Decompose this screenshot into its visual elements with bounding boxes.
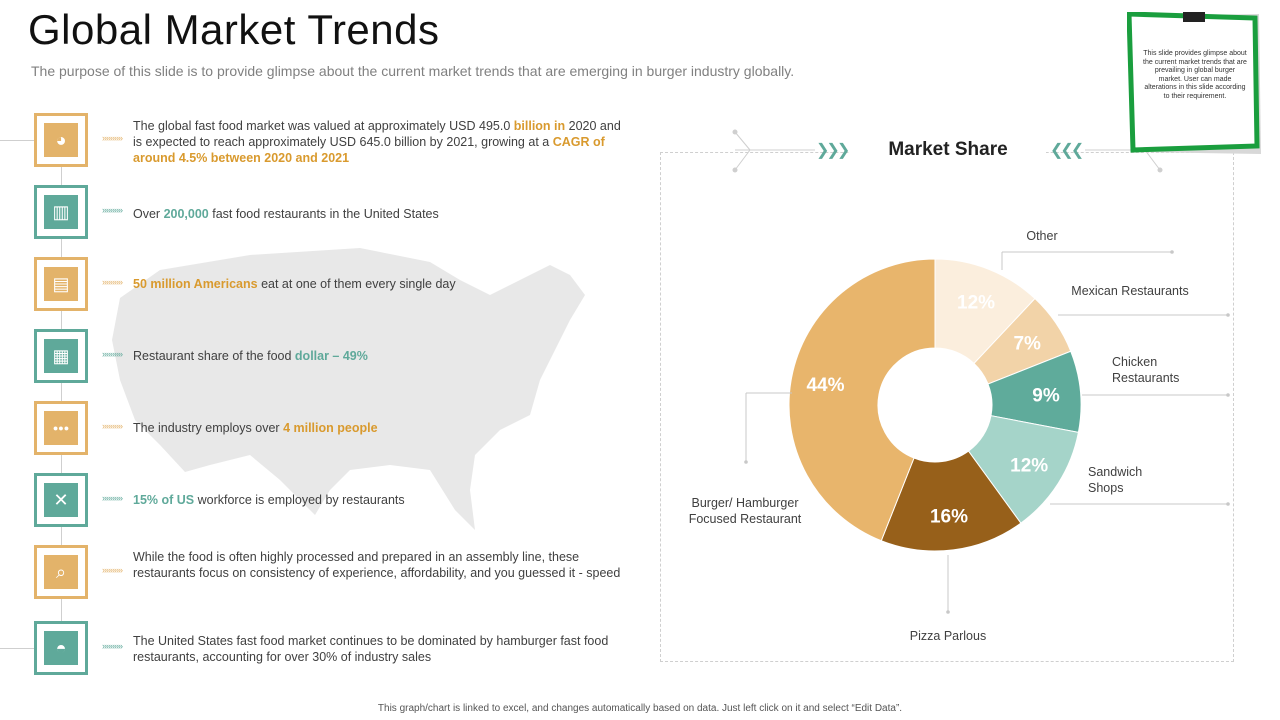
fact-highlight: 200,000 xyxy=(163,207,209,221)
chevrons-icon: »»»»» xyxy=(102,421,123,431)
fact-icon-frame: ●●● xyxy=(34,401,88,455)
slice-value-label: 9% xyxy=(1032,386,1060,407)
category-label: Pizza Parlous xyxy=(910,629,986,643)
slice-value-label: 7% xyxy=(1013,333,1041,354)
fact-icon-frame: ▦ xyxy=(34,329,88,383)
page-title: Global Market Trends xyxy=(28,6,440,53)
fact-highlight: CAGR of around 4.5% between 2020 and 202… xyxy=(133,135,605,165)
fact-item: ●●● »»»»» The industry employs over 4 mill… xyxy=(34,401,634,457)
slice-value-label: 12% xyxy=(1010,456,1048,477)
category-label: Restaurants xyxy=(1112,371,1179,385)
chevrons-icon: »»»»» xyxy=(102,493,123,503)
category-label: Chicken xyxy=(1112,355,1157,369)
restaurant-building-icon: ▥ xyxy=(44,195,78,229)
leader-dot xyxy=(1226,313,1230,317)
calendar-burger-icon: ▤ xyxy=(44,267,78,301)
burger-drink-icon: ◓ xyxy=(44,631,78,665)
fact-highlight: 4 million people xyxy=(283,421,378,435)
category-label: Focused Restaurant xyxy=(689,512,802,526)
search-food-icon: ⌕ xyxy=(44,555,78,589)
fact-highlight: 50 million Americans xyxy=(133,277,258,291)
workforce-icon: ✕ xyxy=(44,483,78,517)
fact-item: ◕ »»»»» The global fast food market was va… xyxy=(34,113,634,169)
fact-text-part: Over xyxy=(133,207,164,221)
fact-icon-frame: ⌕ xyxy=(34,545,88,599)
chevrons-left-icon: ❮❮❮ xyxy=(1050,142,1084,159)
slice-value-label: 16% xyxy=(930,507,968,528)
fact-text: While the food is often highly processed… xyxy=(133,549,623,581)
fact-text: 15% of US workforce is employed by resta… xyxy=(133,492,623,508)
fact-text: Restaurant share of the food dollar – 49… xyxy=(133,348,623,364)
fact-text-part: The industry employs over xyxy=(133,421,284,435)
chevrons-icon: »»»»» xyxy=(102,205,123,215)
leader-dot xyxy=(1170,250,1174,254)
timeline-line xyxy=(61,140,62,650)
leader-dot xyxy=(744,460,748,464)
note-text: This slide provides glimpse about the cu… xyxy=(1143,50,1247,100)
fact-item: ▦ »»»»» Restaurant share of the food dolla… xyxy=(34,329,634,385)
chevrons-icon: »»»»» xyxy=(102,349,123,359)
footer-note: This graph/chart is linked to excel, and… xyxy=(377,703,903,714)
fact-text: The United States fast food market conti… xyxy=(133,633,623,665)
people-group-icon: ●●● xyxy=(44,411,78,445)
fact-highlight: dollar – 49% xyxy=(294,349,368,363)
fact-item: ▤ »»»»» 50 million Americans eat at one of… xyxy=(34,257,634,313)
category-label: Mexican Restaurants xyxy=(1071,284,1188,298)
chevrons-icon: »»»»» xyxy=(102,565,123,575)
fact-text: 50 million Americans eat at one of them … xyxy=(133,276,623,292)
leader-dot xyxy=(1226,502,1230,506)
pie-slice xyxy=(880,450,1022,552)
fact-text-part: fast food restaurants in the United Stat… xyxy=(208,207,439,221)
fact-icon-frame: ✕ xyxy=(34,473,88,527)
fact-item: ⌕ »»»»» While the food is often highly pro… xyxy=(34,545,634,601)
fact-item: ▥ »»»»» Over 200,000 fast food restaurants… xyxy=(34,185,634,241)
fact-text-part: The global fast food market was valued a… xyxy=(133,119,514,133)
category-label: Burger/ Hamburger xyxy=(692,496,799,510)
category-label: Sandwich xyxy=(1088,465,1142,479)
fact-icon-frame: ▤ xyxy=(34,257,88,311)
timeline-stub xyxy=(0,140,34,141)
fact-text-part: While the food is often highly processed… xyxy=(133,550,621,580)
fact-text-part: eat at one of them every single day xyxy=(257,277,456,291)
fact-icon-frame: ◕ xyxy=(34,113,88,167)
fact-text-part: Restaurant share of the food xyxy=(133,349,295,363)
pie-slice xyxy=(788,258,936,542)
leader-dot xyxy=(946,610,950,614)
slice-value-label: 12% xyxy=(957,292,995,313)
fact-text-part: The United States fast food market conti… xyxy=(133,634,609,664)
chevrons-icon: »»»»» xyxy=(102,277,123,287)
category-label: Other xyxy=(1026,229,1057,243)
chevrons-right-icon: ❯❯❯ xyxy=(816,142,850,159)
fact-text-part: 2020 and is expected to reach approximat… xyxy=(133,119,621,149)
us-map-silhouette xyxy=(112,248,585,530)
fact-text: Over 200,000 fast food restaurants in th… xyxy=(133,206,623,222)
fact-item: ✕ »»»»» 15% of US workforce is employed by… xyxy=(34,473,634,529)
fact-text: The industry employs over 4 million peop… xyxy=(133,420,623,436)
slice-value-label: 44% xyxy=(806,375,844,396)
fact-highlight: 15% of US xyxy=(133,493,195,507)
globe-burger-icon: ◕ xyxy=(44,123,78,157)
chart-title: Market Share xyxy=(850,139,1046,161)
fact-text-part: workforce is employed by restaurants xyxy=(194,493,405,507)
fact-highlight: billion in xyxy=(513,119,566,133)
fact-item: ◓ »»»»» The United States fast food market… xyxy=(34,621,634,677)
chevrons-icon: »»»»» xyxy=(102,133,123,143)
page-subtitle: The purpose of this slide is to provide … xyxy=(31,63,795,79)
fact-icon-frame: ◓ xyxy=(34,621,88,675)
chevrons-icon: »»»»» xyxy=(102,641,123,651)
sticky-note xyxy=(1127,12,1261,154)
fact-icon-frame: ▥ xyxy=(34,185,88,239)
restaurant-dollar-icon: ▦ xyxy=(44,339,78,373)
leader-dot xyxy=(1226,393,1230,397)
timeline-stub xyxy=(0,648,34,649)
category-label: Shops xyxy=(1088,481,1123,495)
fact-text: The global fast food market was valued a… xyxy=(133,118,623,166)
